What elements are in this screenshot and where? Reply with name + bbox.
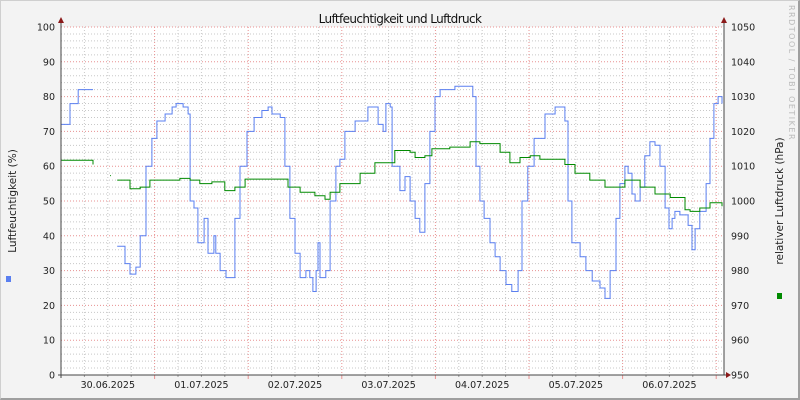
y2-tick-label: 950 (731, 371, 749, 382)
humidity-line (61, 85, 723, 299)
y2-tick-label: 1050 (731, 23, 755, 34)
y2-tick-label: 980 (731, 266, 749, 277)
y-tick-label: 90 (43, 57, 55, 68)
y-tick-label: 0 (49, 371, 55, 382)
y-tick-label: 80 (43, 92, 55, 103)
y2-tick-label: 1040 (731, 57, 755, 68)
y2-tick-label: 960 (731, 336, 749, 347)
y2-axis-label: relativer Luftdruck (hPa) (774, 137, 786, 264)
y-tick-label: 20 (43, 301, 55, 312)
series (61, 85, 723, 299)
y2-tick-label: 1000 (731, 197, 755, 208)
axes (58, 17, 731, 379)
y2-tick-label: 970 (731, 301, 749, 312)
y2-tick-label: 1010 (731, 162, 755, 173)
x-tick-label: 06.07.2025 (642, 380, 696, 391)
y-tick-label: 100 (37, 23, 55, 34)
x-tick-label: 30.06.2025 (81, 380, 135, 391)
y-axis-label: Luftfeuchtigkeit (%) (7, 149, 19, 253)
y2-tick-label: 990 (731, 231, 749, 242)
x-tick-label: 03.07.2025 (361, 380, 415, 391)
grid (61, 26, 724, 375)
legend-marker-pressure (777, 293, 782, 299)
y2-axis-arrow-icon (721, 17, 727, 23)
chart-title: Luftfeuchtigkeit und Luftdruck (319, 12, 482, 26)
y-tick-label: 30 (43, 266, 55, 277)
x-axis-arrow-icon (726, 372, 731, 378)
x-tick-label: 05.07.2025 (549, 380, 603, 391)
y-axis-arrow-icon (58, 17, 64, 23)
y-tick-label: 40 (43, 231, 55, 242)
pressure-line (61, 141, 723, 212)
y-tick-label: 50 (43, 197, 55, 208)
tick-labels: 0102030405060708090100950960970980990100… (37, 23, 755, 392)
y2-tick-label: 1030 (731, 92, 755, 103)
legend-marker-humidity (6, 276, 11, 282)
x-tick-label: 01.07.2025 (174, 380, 228, 391)
y-tick-label: 10 (43, 336, 55, 347)
x-tick-label: 04.07.2025 (455, 380, 509, 391)
rrdtool-watermark: RRDTOOL / TOBI OETIKER (787, 5, 796, 141)
y2-tick-label: 1020 (731, 127, 755, 138)
y-tick-label: 60 (43, 162, 55, 173)
x-tick-label: 02.07.2025 (268, 380, 322, 391)
y-tick-label: 70 (43, 127, 55, 138)
